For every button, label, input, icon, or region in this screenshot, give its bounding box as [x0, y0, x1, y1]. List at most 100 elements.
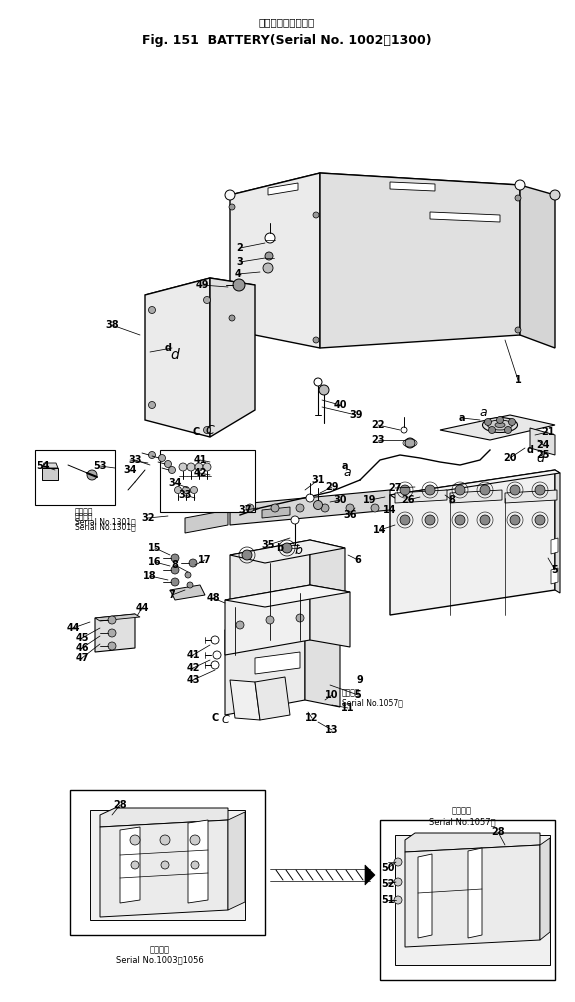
Text: 13: 13 — [325, 725, 339, 735]
Polygon shape — [395, 835, 550, 965]
Text: 18: 18 — [143, 571, 157, 581]
Circle shape — [515, 327, 521, 333]
Circle shape — [371, 504, 379, 512]
Text: 26: 26 — [401, 495, 415, 505]
Circle shape — [190, 835, 200, 845]
Circle shape — [187, 463, 195, 471]
Text: 53: 53 — [93, 461, 107, 471]
Circle shape — [265, 233, 275, 243]
Polygon shape — [100, 820, 228, 917]
Text: 48: 48 — [206, 593, 220, 603]
Ellipse shape — [488, 420, 512, 430]
Circle shape — [171, 554, 179, 562]
Polygon shape — [395, 490, 447, 503]
Bar — [70, 790, 265, 935]
Circle shape — [455, 515, 465, 525]
Polygon shape — [262, 507, 290, 518]
Polygon shape — [90, 810, 245, 920]
Text: 22: 22 — [371, 420, 385, 430]
Text: 8: 8 — [171, 560, 178, 570]
Polygon shape — [405, 845, 540, 947]
Polygon shape — [390, 182, 435, 191]
Circle shape — [346, 504, 354, 512]
Polygon shape — [390, 470, 555, 615]
Polygon shape — [145, 278, 255, 302]
Circle shape — [203, 463, 211, 471]
Text: 8: 8 — [448, 495, 455, 505]
Circle shape — [211, 661, 219, 669]
Text: 6: 6 — [355, 555, 361, 565]
Text: C: C — [221, 715, 229, 725]
Text: 適用号機
Serial No.1057〜: 適用号機 Serial No.1057〜 — [429, 807, 495, 826]
Circle shape — [161, 861, 169, 869]
Text: 31: 31 — [311, 475, 325, 485]
Polygon shape — [100, 808, 228, 827]
Text: 39: 39 — [349, 410, 363, 420]
Circle shape — [211, 636, 219, 644]
Text: 51: 51 — [381, 895, 395, 905]
Circle shape — [400, 515, 410, 525]
Text: d: d — [527, 445, 534, 455]
Circle shape — [455, 485, 465, 495]
Text: 40: 40 — [334, 400, 347, 410]
Text: 45: 45 — [75, 633, 89, 643]
Circle shape — [319, 385, 329, 395]
Circle shape — [187, 582, 193, 588]
Circle shape — [296, 614, 304, 622]
Polygon shape — [540, 838, 550, 940]
Text: Fig. 151  BATTERY(Serial No. 1002ー1300): Fig. 151 BATTERY(Serial No. 1002ー1300) — [142, 33, 432, 46]
Text: 41: 41 — [193, 455, 207, 465]
Text: 19: 19 — [363, 495, 377, 505]
Circle shape — [515, 180, 525, 190]
Text: 16: 16 — [148, 557, 162, 567]
Text: 52: 52 — [381, 879, 395, 889]
Circle shape — [246, 504, 254, 512]
Text: 適用号機
Serial No.1301〜: 適用号機 Serial No.1301〜 — [75, 507, 136, 527]
Text: 17: 17 — [198, 555, 212, 565]
Text: 4: 4 — [235, 269, 242, 279]
Text: 28: 28 — [113, 800, 127, 810]
Circle shape — [204, 427, 210, 434]
Circle shape — [394, 896, 402, 904]
Polygon shape — [440, 415, 555, 440]
Text: 25: 25 — [536, 450, 550, 460]
Text: 35: 35 — [261, 540, 275, 550]
Text: d: d — [171, 348, 179, 362]
Polygon shape — [430, 212, 500, 222]
Circle shape — [213, 651, 221, 659]
Circle shape — [108, 629, 116, 637]
Polygon shape — [320, 173, 520, 348]
Polygon shape — [310, 585, 350, 647]
Polygon shape — [551, 568, 558, 584]
Text: a: a — [479, 406, 487, 419]
Polygon shape — [468, 848, 482, 938]
Polygon shape — [230, 680, 260, 720]
Circle shape — [504, 427, 512, 434]
Polygon shape — [255, 677, 290, 720]
Text: C: C — [206, 424, 214, 437]
Bar — [35, 450, 115, 505]
Polygon shape — [188, 820, 208, 903]
Circle shape — [233, 279, 245, 291]
Text: 44: 44 — [135, 603, 149, 613]
Text: 11: 11 — [341, 703, 355, 713]
Text: 3: 3 — [237, 257, 243, 267]
Circle shape — [160, 835, 170, 845]
Text: 54: 54 — [36, 461, 50, 471]
Polygon shape — [365, 865, 375, 885]
Text: 34: 34 — [168, 478, 182, 488]
Text: 49: 49 — [196, 280, 209, 290]
Text: 44: 44 — [66, 623, 80, 633]
Circle shape — [282, 543, 292, 553]
Polygon shape — [310, 540, 345, 633]
Text: 36: 36 — [343, 510, 356, 520]
Polygon shape — [255, 652, 300, 674]
Circle shape — [225, 190, 235, 200]
Circle shape — [425, 515, 435, 525]
Text: 24: 24 — [536, 440, 550, 450]
Circle shape — [394, 858, 402, 866]
Circle shape — [535, 485, 545, 495]
Circle shape — [496, 417, 504, 424]
Text: 12: 12 — [305, 713, 319, 723]
Text: 23: 23 — [371, 435, 385, 445]
